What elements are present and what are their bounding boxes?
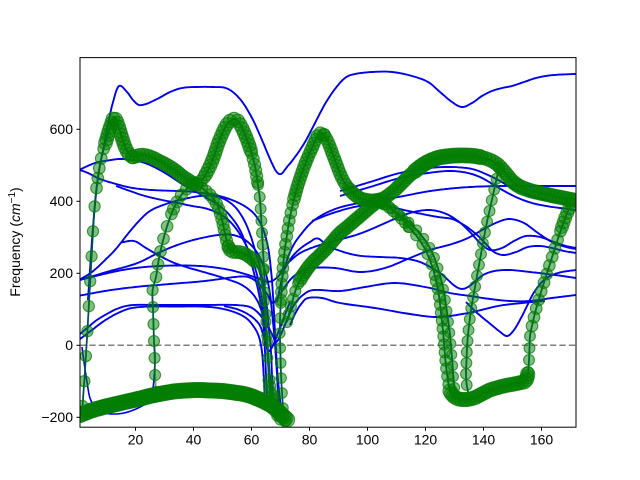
- svg-text:160: 160: [530, 432, 554, 448]
- svg-text:80: 80: [302, 432, 318, 448]
- svg-text:0: 0: [65, 337, 73, 353]
- svg-text:600: 600: [50, 121, 74, 137]
- svg-text:400: 400: [50, 193, 74, 209]
- svg-text:20: 20: [128, 432, 144, 448]
- svg-text:200: 200: [50, 265, 74, 281]
- svg-text:Frequency (cm−1): Frequency (cm−1): [7, 187, 24, 296]
- svg-text:140: 140: [472, 432, 496, 448]
- svg-text:−200: −200: [41, 409, 73, 425]
- svg-text:100: 100: [356, 432, 380, 448]
- svg-text:60: 60: [244, 432, 260, 448]
- svg-text:40: 40: [186, 432, 202, 448]
- svg-text:120: 120: [414, 432, 438, 448]
